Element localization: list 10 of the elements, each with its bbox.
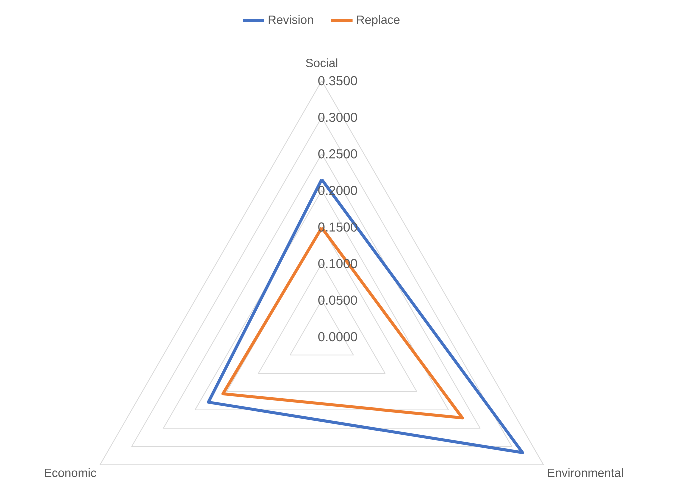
y-tick-label: 0.0500 xyxy=(318,296,358,306)
y-tick-label: 0.3000 xyxy=(318,112,358,122)
legend-label: Revision xyxy=(268,15,314,24)
spoke-label: Economic xyxy=(45,468,96,478)
y-tick-label: 0.0000 xyxy=(318,332,358,342)
y-tick-label: 0.2500 xyxy=(318,150,358,159)
y-tick-label: 0.3500 xyxy=(318,76,358,86)
spoke-label: Environmental xyxy=(548,468,624,478)
legend-label: Replace xyxy=(357,15,400,27)
spoke-label: Social xyxy=(306,58,338,68)
